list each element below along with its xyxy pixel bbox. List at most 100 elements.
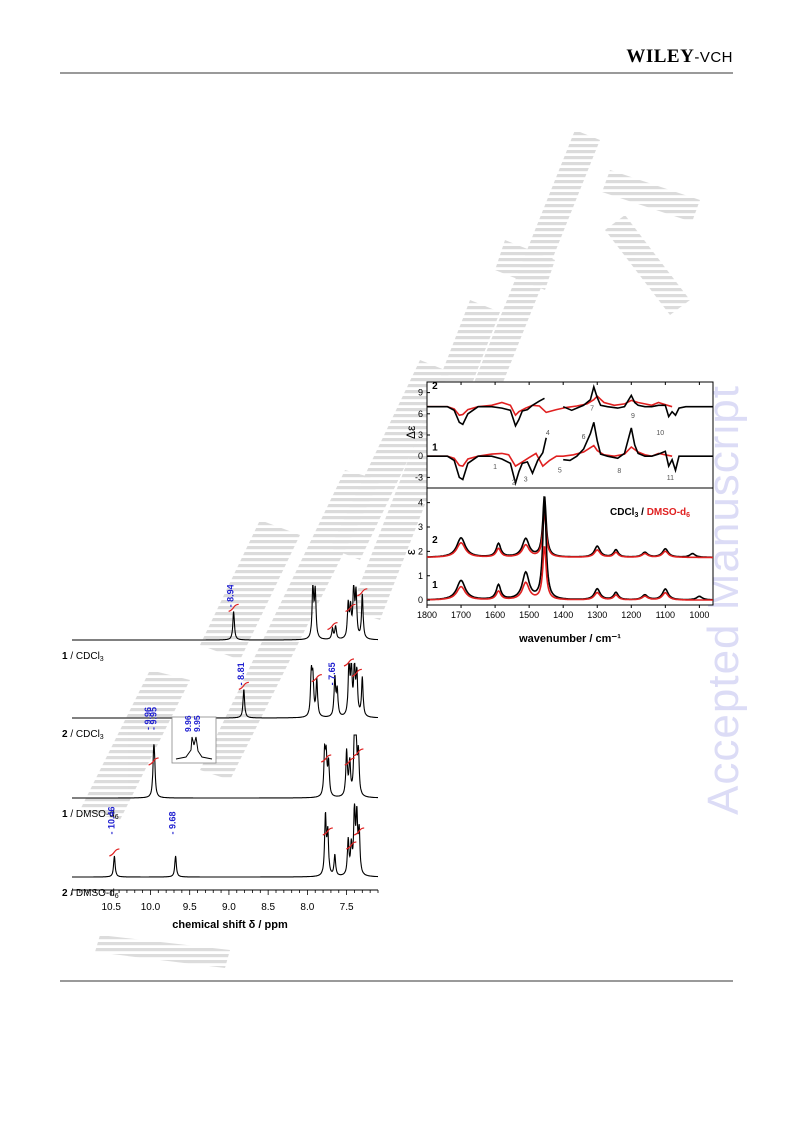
nmr-xlabel: chemical shift δ / ppm: [172, 919, 288, 930]
nmr-trace-label: 1 / CDCl3: [62, 651, 104, 663]
nmr-trace-1: [72, 585, 378, 641]
nmr-trace-3: [72, 734, 378, 799]
legend-sep: /: [638, 507, 646, 518]
nmr-integral-mark: [345, 603, 356, 612]
nmr-peak-label: - 8.94: [226, 585, 236, 607]
nmr-peak-label: - 8.81: [236, 662, 246, 685]
ir-xtick-label: 1000: [689, 610, 709, 620]
nmr-integral-mark: [148, 757, 159, 766]
vcd-series-label: 2: [432, 381, 438, 392]
ir-xtick-label: 1700: [451, 610, 471, 620]
ir-ytick-label: 1: [418, 571, 423, 581]
nmr-xtick-label: 10.5: [101, 902, 121, 913]
nmr-inset-label: 9.96: [183, 715, 193, 732]
nmr-trace-label: 2 / CDCl3: [62, 729, 104, 741]
vcd-panel-frame: [426, 381, 714, 489]
ir-ylabel: ε: [405, 549, 418, 555]
vcd-series-1-DMSO-d6: [427, 444, 673, 468]
ir-xtick-label: 1300: [587, 610, 607, 620]
vcd-band-label: 8: [617, 468, 621, 475]
nmr-integral-mark: [311, 674, 322, 683]
header-rule: [60, 72, 733, 74]
ir-ytick-label: 2: [418, 546, 423, 556]
vcd-ytick-label: 0: [418, 451, 423, 461]
nmr-integral-mark: [327, 622, 338, 631]
nmr-integral-mark: [351, 668, 362, 677]
nmr-integral-mark: [353, 827, 365, 836]
nmr-trace-label: 1 / DMSO-d6: [62, 809, 119, 821]
nmr-xtick-label: 7.5: [340, 902, 354, 913]
nmr-trace-4: [72, 803, 378, 878]
nmr-peak-label: - 9.95: [149, 707, 159, 730]
nmr-peak-label: - 9.96: [143, 707, 153, 730]
vcd-ytick-label: 3: [418, 430, 423, 440]
nmr-inset-box: [171, 716, 217, 764]
ir-series-label: 2: [432, 535, 438, 546]
vcd-series-2-CDCl3: [427, 384, 713, 428]
footer-rule: [60, 980, 733, 982]
ir-series-1-DMSO-d6: [427, 546, 713, 601]
ir-series-2-DMSO-d6: [427, 513, 713, 559]
ir-xtick-label: 1100: [656, 610, 675, 620]
ir-ytick-label: 3: [418, 522, 423, 532]
legend-cdcl3: CDCl: [610, 507, 635, 518]
nmr-integral-mark: [343, 658, 355, 667]
nmr-xtick-label: 9.5: [183, 902, 197, 913]
vcd-ytick-label: -3: [415, 472, 423, 482]
nmr-peak-label: - 7.65: [327, 662, 337, 685]
vcd-ylabel: Δε: [405, 425, 418, 439]
ir-xtick-label: 1400: [553, 610, 573, 620]
nmr-trace-label: 2 / DMSO-d6: [62, 888, 119, 900]
ir-xtick-label: 1600: [485, 610, 505, 620]
ir-xlabel: wavenumber / cm⁻¹: [518, 633, 621, 645]
nmr-inset-label: 9.95: [192, 715, 202, 732]
legend-dmso: DMSO-d: [647, 507, 686, 518]
ir-xtick-label: 1800: [417, 610, 437, 620]
legend-dmso-sub: 6: [686, 512, 690, 519]
vcd-band-label: 2: [512, 479, 516, 486]
vcd-band-label: 9: [631, 413, 635, 420]
ir-panel-frame: [426, 487, 714, 606]
nmr-figure: 1 / CDCl3 - 8.94 2 / CDCl3 - 8.81 - 7.65 1 / …: [62, 585, 379, 930]
publisher-main: WILEY: [626, 46, 695, 67]
vcd-band-label: 10: [656, 430, 664, 437]
ir-xtick-label: 1200: [621, 610, 641, 620]
ir-series-label: 1: [432, 580, 438, 591]
nmr-xtick-label: 8.0: [300, 902, 314, 913]
vcd-band-label: 11: [667, 475, 674, 482]
vcd-band-label: 4: [546, 430, 550, 437]
publisher-suffix: -VCH: [694, 49, 733, 66]
ir-ytick-label: 0: [418, 595, 423, 605]
nmr-integral-mark: [109, 848, 120, 857]
nmr-inset-peak: [175, 736, 213, 760]
nmr-xtick-label: 10.0: [141, 902, 161, 913]
nmr-integral-mark: [346, 841, 357, 850]
nmr-peak-label: - 9.68: [168, 811, 178, 834]
vcd-ytick-label: 9: [418, 388, 423, 398]
vcd-band-label: 7: [590, 405, 594, 412]
vcd-band-label: 5: [558, 467, 562, 474]
vcd-series-2-DMSO-d6: [427, 394, 673, 417]
vcd-series-label: 1: [432, 443, 438, 454]
vcd-band-label: 1: [493, 464, 497, 471]
publisher-logo: WILEY-VCH: [626, 46, 733, 68]
nmr-integral-mark: [321, 754, 332, 763]
solvent-legend: CDCl3 / DMSO-d6: [610, 507, 690, 519]
nmr-peak-label: - 10.46: [106, 806, 116, 834]
nmr-integral-mark: [357, 588, 368, 597]
nmr-integral-mark: [322, 827, 333, 836]
nmr-xtick-label: 9.0: [222, 902, 236, 913]
ir-ytick-label: 4: [418, 498, 423, 508]
vcd-band-label: 6: [582, 434, 586, 441]
nmr-xtick-label: 8.5: [261, 902, 275, 913]
vcd-band-label: 3: [524, 477, 528, 484]
nmr-trace-2: [72, 662, 378, 719]
vcd-series-1-CDCl3: [427, 422, 713, 487]
nmr-integral-mark: [238, 681, 249, 690]
nmr-integral-mark: [228, 603, 239, 612]
nmr-integral-mark: [353, 748, 364, 757]
vcd-ytick-label: 6: [418, 409, 423, 419]
ir-xtick-label: 1500: [519, 610, 539, 620]
